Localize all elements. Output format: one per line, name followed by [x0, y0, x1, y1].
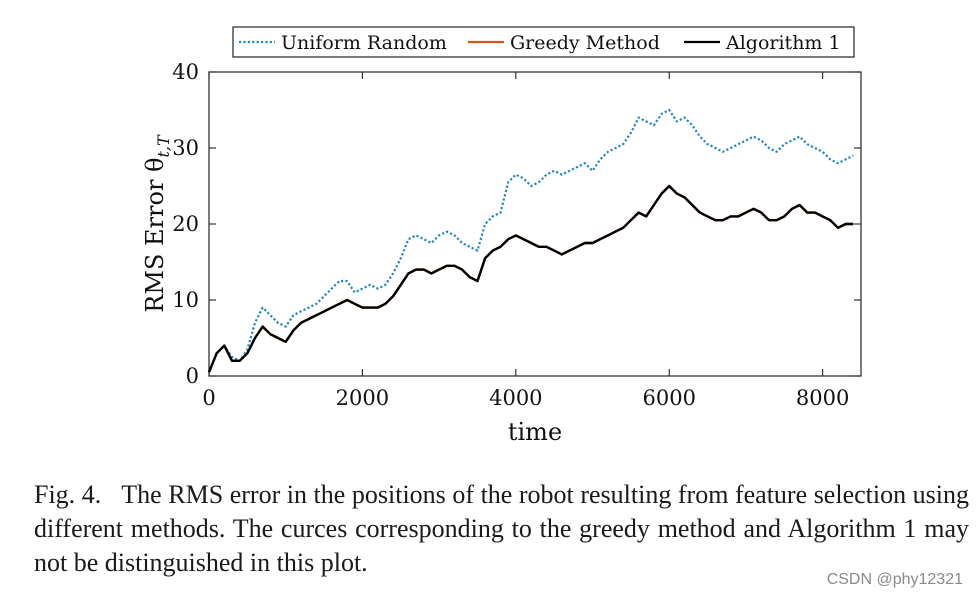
- axis-ticks: 0 2000 4000 6000 8000 0 10 20 30 40: [172, 60, 861, 410]
- x-tick-label: 4000: [489, 386, 542, 410]
- y-tick-label: 10: [172, 288, 199, 312]
- y-tick-label: 0: [186, 364, 199, 388]
- caption-text: The RMS error in the positions of the ro…: [34, 480, 969, 577]
- y-tick-label: 40: [172, 60, 199, 84]
- caption-label: Fig. 4.: [34, 480, 102, 509]
- series-uniform-random-line: [207, 108, 854, 373]
- x-tick-label: 6000: [643, 386, 696, 410]
- plot-frame: [208, 71, 862, 377]
- y-axis-label-subscript: t,T: [154, 134, 173, 158]
- legend-box: [232, 26, 855, 58]
- legend-label-algorithm-1: Algorithm 1: [725, 32, 841, 54]
- svg-text:RMS Error θt,T: RMS Error θt,T: [141, 134, 173, 313]
- y-tick-label: 20: [172, 212, 199, 236]
- x-tick-label: 8000: [796, 386, 849, 410]
- y-tick-label: 30: [172, 136, 199, 160]
- series-algorithm-1-line: [207, 184, 854, 373]
- legend: Uniform Random Greedy Method Algorithm 1: [232, 26, 855, 58]
- watermark: CSDN @phy12321: [826, 571, 963, 588]
- rms-error-chart: Uniform Random Greedy Method Algorithm 1…: [141, 26, 862, 446]
- x-tick-label: 2000: [336, 386, 389, 410]
- series-lines: [207, 108, 854, 373]
- x-axis-label: time: [508, 418, 562, 446]
- y-axis-label: RMS Error θt,T: [141, 134, 173, 313]
- figure-caption: Fig. 4. The RMS error in the positions of…: [34, 478, 969, 580]
- legend-label-uniform-random: Uniform Random: [281, 32, 447, 54]
- series-greedy-method-line: [207, 184, 854, 373]
- x-tick-label: 0: [202, 386, 215, 410]
- legend-label-greedy-method: Greedy Method: [510, 32, 660, 54]
- y-axis-label-main: RMS Error θ: [141, 158, 169, 313]
